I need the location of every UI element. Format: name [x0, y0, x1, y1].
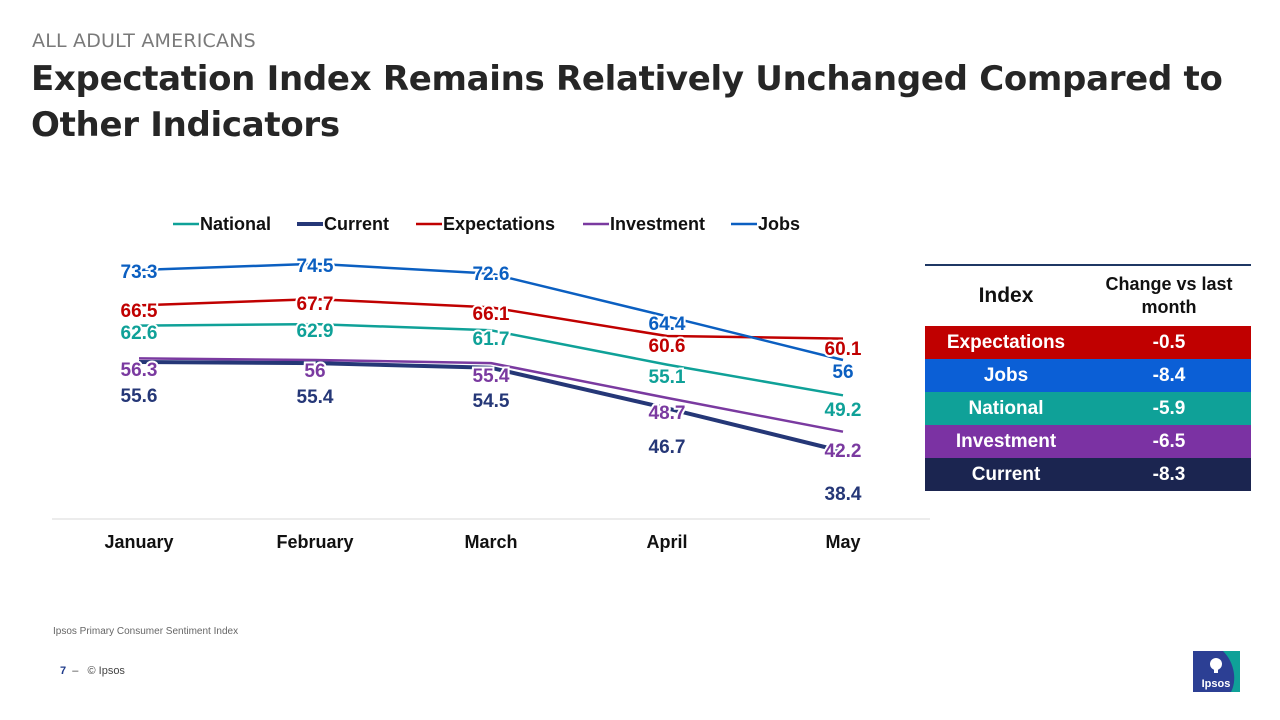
data-label-expectations: 66.5 [121, 301, 158, 322]
change-table: Index Change vs last month Expectations -… [925, 264, 1251, 491]
x-tick-label: April [646, 532, 687, 552]
x-tick-label: February [276, 532, 353, 552]
page-number: 7 [60, 665, 67, 677]
change-table-row: Jobs -8.4 [925, 359, 1251, 392]
change-table-header: Index Change vs last month [925, 266, 1251, 326]
data-label-current: 54.5 [473, 391, 510, 412]
series-line-jobs [138, 262, 844, 362]
legend-item: Jobs [731, 214, 800, 234]
data-label-expectations: 60.6 [649, 336, 686, 357]
row-change-value: -8.4 [1152, 364, 1186, 386]
x-tick-label: January [104, 532, 173, 552]
data-label-jobs: 73.3 [121, 262, 158, 283]
x-tick-label: May [825, 532, 860, 552]
legend-item: Investment [583, 214, 705, 234]
series-line-current [138, 360, 844, 454]
data-label-national: 49.2 [825, 400, 862, 421]
header-index: Index [978, 284, 1034, 307]
row-index-label: Current [971, 463, 1041, 485]
page-title: Expectation Index Remains Relatively Unc… [31, 59, 1223, 145]
legend-label: Investment [610, 214, 705, 234]
data-label-investment: 48.7 [649, 403, 686, 424]
row-index-label: Expectations [946, 331, 1066, 353]
footer-dash: – [72, 665, 79, 677]
data-label-national: 62.9 [297, 321, 334, 342]
change-table-row: National -5.9 [925, 392, 1251, 425]
data-label-jobs: 74.5 [297, 256, 334, 277]
row-index-label: Jobs [983, 364, 1029, 386]
legend-label: Current [324, 214, 389, 234]
series-line-expectations [138, 297, 844, 340]
data-label-jobs: 64.4 [649, 314, 686, 335]
data-label-current: 55.4 [297, 387, 334, 408]
data-label-national: 61.7 [473, 329, 510, 350]
data-label-jobs: 72.6 [473, 264, 510, 285]
legend-item: Expectations [416, 214, 555, 234]
row-change-value: -8.3 [1152, 463, 1186, 485]
legend-label: Jobs [758, 214, 800, 234]
data-label-investment: 42.2 [825, 441, 862, 462]
data-label-expectations: 67.7 [297, 294, 334, 315]
row-change-value: -0.5 [1152, 331, 1186, 353]
data-label-current: 38.4 [825, 484, 862, 505]
data-label-expectations: 60.1 [825, 339, 862, 360]
legend-item: National [173, 214, 271, 234]
data-label-national: 62.6 [121, 323, 158, 344]
row-index-label: National [968, 397, 1044, 419]
data-label-current: 46.7 [649, 437, 686, 458]
data-label-investment: 56 [304, 361, 325, 382]
data-label-current: 55.6 [121, 386, 158, 407]
row-index-label: Investment [955, 430, 1057, 452]
data-label-jobs: 56 [832, 362, 853, 383]
series-line-investment [138, 357, 844, 433]
page-footer: 7 – © Ipsos [60, 665, 125, 677]
row-change-value: -6.5 [1152, 430, 1186, 452]
x-tick-label: March [464, 532, 517, 552]
svg-text:Ipsos: Ipsos [1202, 678, 1231, 690]
source-note: Ipsos Primary Consumer Sentiment Index [53, 626, 239, 637]
copyright: © Ipsos [87, 665, 125, 677]
change-table-row: Expectations -0.5 [925, 326, 1251, 359]
ipsos-logo-icon: Ipsos [1193, 651, 1240, 692]
legend-item: Current [297, 214, 389, 234]
data-label-investment: 55.4 [473, 366, 510, 387]
change-table-row: Current -8.3 [925, 458, 1251, 491]
change-table-row: Investment -6.5 [925, 425, 1251, 458]
row-change-value: -5.9 [1152, 397, 1186, 419]
kicker: ALL ADULT AMERICANS [32, 30, 256, 52]
series-line-national [138, 322, 844, 397]
legend-label: National [200, 214, 271, 234]
data-label-expectations: 66.1 [473, 304, 510, 325]
legend-label: Expectations [443, 214, 555, 234]
header-change: Change vs last month [1105, 274, 1233, 317]
data-label-investment: 56.3 [121, 360, 158, 381]
data-label-national: 55.1 [649, 367, 686, 388]
line-chart: January February March April May National Curr… [52, 214, 930, 552]
